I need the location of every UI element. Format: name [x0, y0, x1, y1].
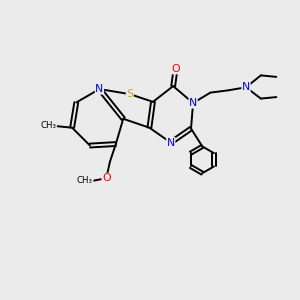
Text: O: O	[171, 64, 180, 74]
Text: N: N	[189, 98, 197, 108]
Text: N: N	[95, 84, 104, 94]
Text: O: O	[102, 173, 111, 183]
Text: S: S	[126, 89, 133, 99]
Text: CH₃: CH₃	[40, 121, 56, 130]
Text: N: N	[242, 82, 250, 92]
Text: CH₃: CH₃	[77, 176, 93, 185]
Text: N: N	[167, 138, 175, 148]
